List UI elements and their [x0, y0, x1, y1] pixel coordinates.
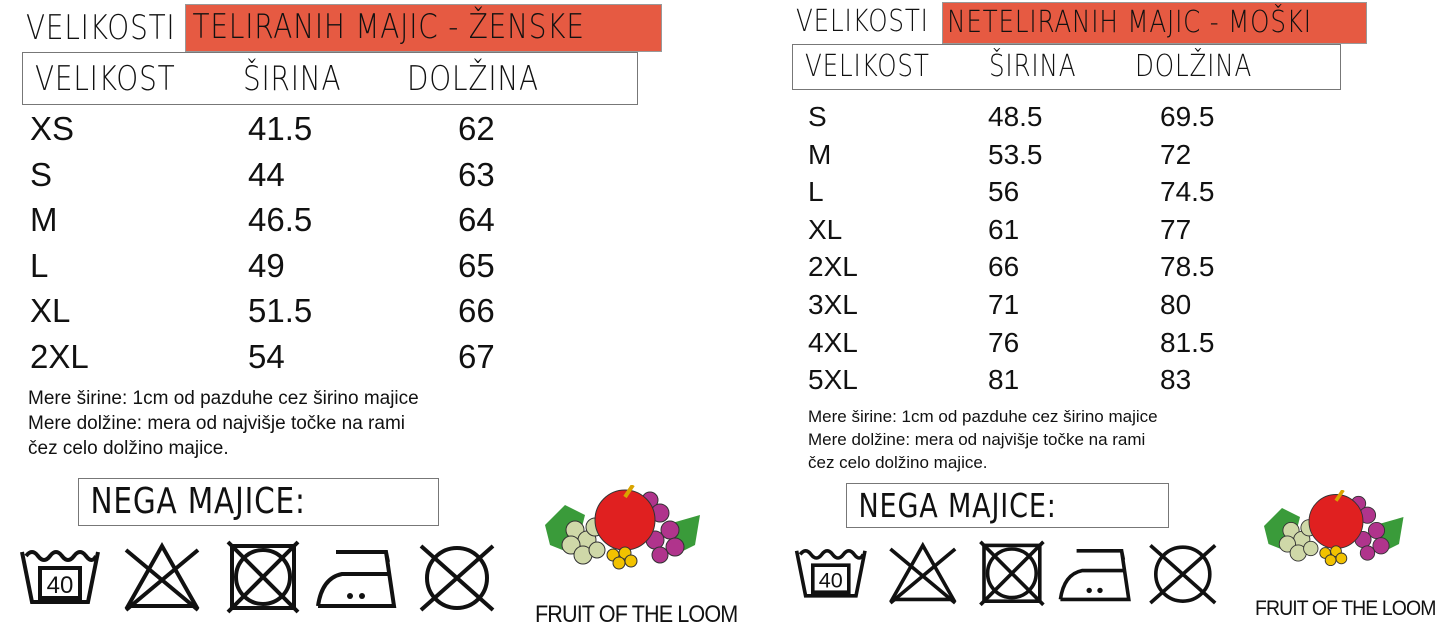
row-size: L	[30, 246, 49, 284]
care-title: NEGA MAJICE:	[90, 481, 306, 522]
fruit-of-the-loom-logo: FRUIT OF THE LOOM	[535, 483, 760, 629]
row-length: 63	[458, 155, 495, 193]
row-size: 3XL	[808, 289, 858, 320]
note-line: čez celo dolžino majice.	[28, 438, 229, 459]
note-line: Mere širine: 1cm od pazduhe cez širino m…	[808, 407, 1158, 426]
row-width: 76	[988, 326, 1020, 358]
no-bleach-icon	[885, 540, 962, 612]
title-highlight: NETELIRANIH MAJIC - MOŠKI	[947, 5, 1312, 40]
row-width: 49	[248, 246, 285, 284]
no-tumble-dry-icon	[975, 540, 1052, 612]
header-width: ŠIRINA	[989, 49, 1077, 84]
logo-text: FRUIT OF THE LOOM	[1255, 594, 1436, 620]
row-length: 74.5	[1160, 176, 1215, 208]
title-highlight-badge: TELIRANIH MAJIC - ŽENSKE	[185, 4, 662, 52]
row-size: M	[30, 201, 58, 238]
row-width: 81	[988, 364, 1020, 396]
row-size: S	[808, 101, 827, 132]
title-prefix: VELIKOSTI	[26, 8, 176, 48]
title-highlight-badge: NETELIRANIH MAJIC - MOŠKI	[942, 2, 1367, 44]
row-size: XL	[808, 213, 843, 245]
row-width: 56	[988, 176, 1020, 208]
header-size: VELIKOST	[805, 49, 930, 84]
row-length: 62	[458, 110, 495, 147]
row-length: 80	[1160, 289, 1192, 320]
row-width: 48.5	[988, 101, 1043, 132]
row-size: M	[808, 138, 832, 170]
header-length: DOLŽINA	[1135, 49, 1253, 84]
measurement-notes: Mere širine: 1cm od pazduhe cez širino m…	[808, 405, 1158, 474]
no-bleach-icon	[120, 540, 206, 619]
row-width: 41.5	[248, 110, 313, 147]
row-width: 54	[248, 337, 285, 375]
no-dry-clean-icon	[1145, 540, 1222, 612]
row-width: 61	[988, 213, 1020, 245]
row-size: 5XL	[808, 364, 858, 396]
care-title-box: NEGA MAJICE:	[846, 483, 1169, 528]
row-length: 67	[458, 337, 495, 375]
row-length: 78.5	[1160, 251, 1215, 283]
care-title: NEGA MAJICE:	[858, 486, 1057, 525]
row-width: 71	[988, 289, 1020, 320]
row-size: XL	[30, 292, 71, 329]
row-size: S	[30, 155, 53, 193]
row-width: 44	[248, 155, 285, 193]
row-size: XS	[30, 110, 75, 147]
header-width: ŠIRINA	[243, 59, 342, 99]
row-length: 83	[1160, 364, 1192, 396]
care-title-box: NEGA MAJICE:	[78, 478, 439, 526]
iron-medium-icon	[1055, 540, 1132, 612]
iron-medium-icon	[312, 540, 398, 619]
wash-temp: 40	[47, 572, 74, 599]
table-header: VELIKOST ŠIRINA DOLŽINA	[22, 52, 638, 105]
row-width: 53.5	[988, 138, 1043, 170]
row-size: 2XL	[30, 337, 89, 375]
row-width: 46.5	[248, 201, 313, 238]
row-length: 64	[458, 201, 495, 238]
wash-40-icon: 40	[18, 540, 104, 619]
table-header: VELIKOST ŠIRINA DOLŽINA	[792, 44, 1341, 90]
row-size: 2XL	[808, 251, 858, 283]
row-length: 65	[458, 246, 495, 284]
header-length: DOLŽINA	[407, 59, 539, 99]
fruit-of-the-loom-logo: FRUIT OF THE LOOM	[1255, 489, 1445, 621]
row-width: 66	[988, 251, 1020, 283]
note-line: Mere dolžine: mera od najvišje točke na …	[808, 430, 1146, 449]
title-highlight: TELIRANIH MAJIC - ŽENSKE	[192, 7, 585, 47]
row-length: 77	[1160, 213, 1192, 245]
note-line: čez celo dolžino majice.	[808, 453, 988, 472]
header-size: VELIKOST	[35, 59, 176, 99]
title-prefix: VELIKOSTI	[796, 4, 929, 39]
row-size: L	[808, 176, 824, 208]
row-length: 81.5	[1160, 326, 1215, 358]
measurement-notes: Mere širine: 1cm od pazduhe cez širino m…	[28, 386, 419, 461]
row-size: 4XL	[808, 326, 858, 358]
note-line: Mere širine: 1cm od pazduhe cez širino m…	[28, 388, 419, 409]
logo-text: FRUIT OF THE LOOM	[535, 601, 738, 628]
row-length: 72	[1160, 138, 1192, 170]
note-line: Mere dolžine: mera od najvišje točke na …	[28, 413, 406, 434]
wash-40-icon: 40	[793, 540, 870, 612]
no-tumble-dry-icon	[222, 540, 308, 619]
no-dry-clean-icon	[415, 540, 501, 619]
wash-temp: 40	[819, 568, 843, 593]
row-length: 69.5	[1160, 101, 1215, 132]
row-width: 51.5	[248, 292, 313, 329]
row-length: 66	[458, 292, 495, 329]
